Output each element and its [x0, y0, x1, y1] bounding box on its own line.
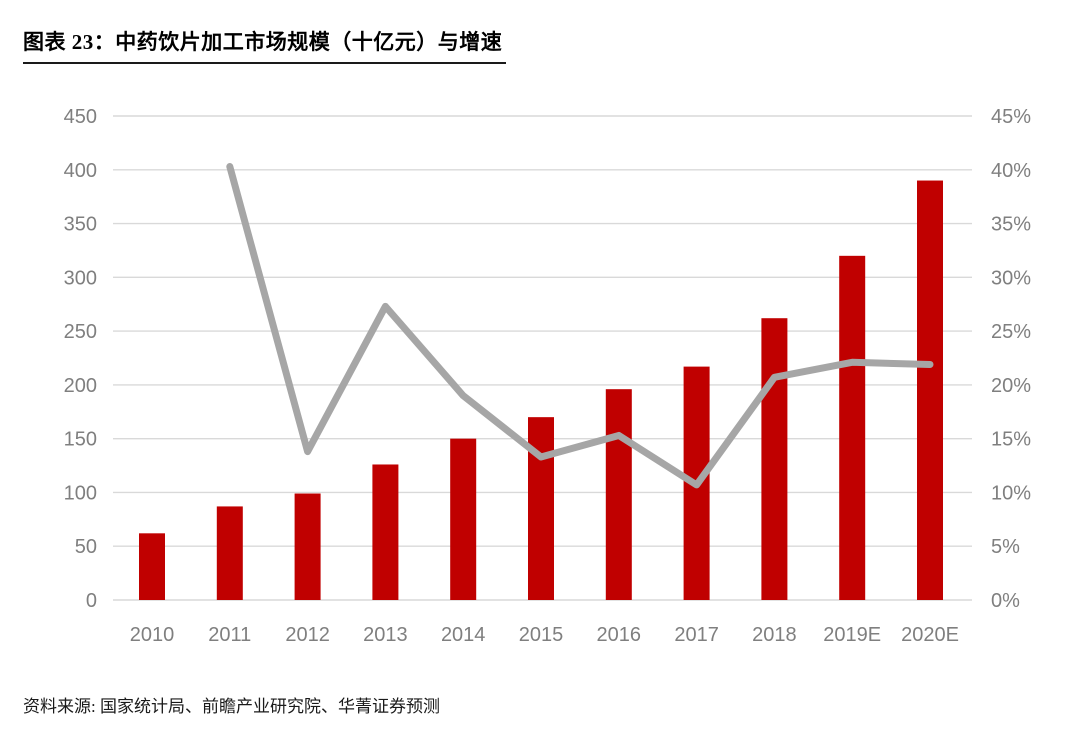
growth-rate-line	[226, 163, 934, 489]
x-axis-label-2017: 2017	[674, 624, 719, 646]
y-axis-tick-right: 25%	[991, 321, 1031, 343]
y-axis-tick-left: 50	[75, 536, 97, 558]
y-axis-tick-right: 10%	[991, 482, 1031, 504]
y-axis-tick-left: 450	[64, 106, 97, 128]
bar-2015	[528, 417, 554, 600]
y-axis-tick-right: 35%	[991, 214, 1031, 236]
bar-2014	[450, 438, 477, 600]
x-axis-label-2012: 2012	[285, 624, 330, 646]
bar-2019E	[839, 255, 866, 601]
y-axis-tick-left: 250	[64, 321, 97, 343]
x-axis-label-2014: 2014	[441, 624, 486, 646]
y-axis-tick-left: 100	[64, 482, 97, 504]
y-axis-tick-right: 0%	[991, 590, 1020, 612]
bar-2018	[761, 318, 788, 600]
y-axis-tick-right: 5%	[991, 536, 1020, 558]
y-axis-tick-right: 20%	[991, 375, 1031, 397]
x-axis-label-2016: 2016	[597, 624, 642, 646]
bar-2020E	[917, 180, 943, 601]
x-axis-label-2013: 2013	[363, 624, 408, 646]
y-axis-tick-right: 45%	[991, 106, 1031, 128]
y-axis-tick-right: 30%	[991, 267, 1031, 289]
x-axis-label-2015: 2015	[519, 624, 564, 646]
y-axis-tick-right: 15%	[991, 429, 1031, 451]
bar-2013	[372, 464, 399, 600]
bar-2016	[605, 389, 632, 600]
x-axis-label-2010: 2010	[130, 624, 175, 646]
y-axis-tick-left: 300	[64, 267, 97, 289]
bar-2012	[294, 493, 321, 600]
y-axis-tick-left: 350	[64, 214, 97, 236]
x-axis-label-2019E: 2019E	[823, 624, 881, 646]
y-axis-tick-left: 150	[64, 429, 97, 451]
y-axis-tick-right: 40%	[991, 160, 1031, 182]
source-note: 资料来源: 国家统计局、前瞻产业研究院、华菁证券预测	[23, 697, 440, 716]
chart-title: 图表 23：中药饮片加工市场规模（十亿元）与增速	[23, 26, 507, 64]
bar-2010	[139, 533, 165, 600]
bar-2011	[216, 506, 243, 600]
y-axis-tick-left: 400	[64, 160, 97, 182]
x-axis-label-2018: 2018	[752, 624, 797, 646]
y-axis-tick-left: 0	[86, 590, 97, 612]
y-axis-tick-left: 200	[64, 375, 97, 397]
x-axis-label-2011: 2011	[208, 624, 251, 646]
x-axis-label-2020E: 2020E	[901, 624, 959, 646]
